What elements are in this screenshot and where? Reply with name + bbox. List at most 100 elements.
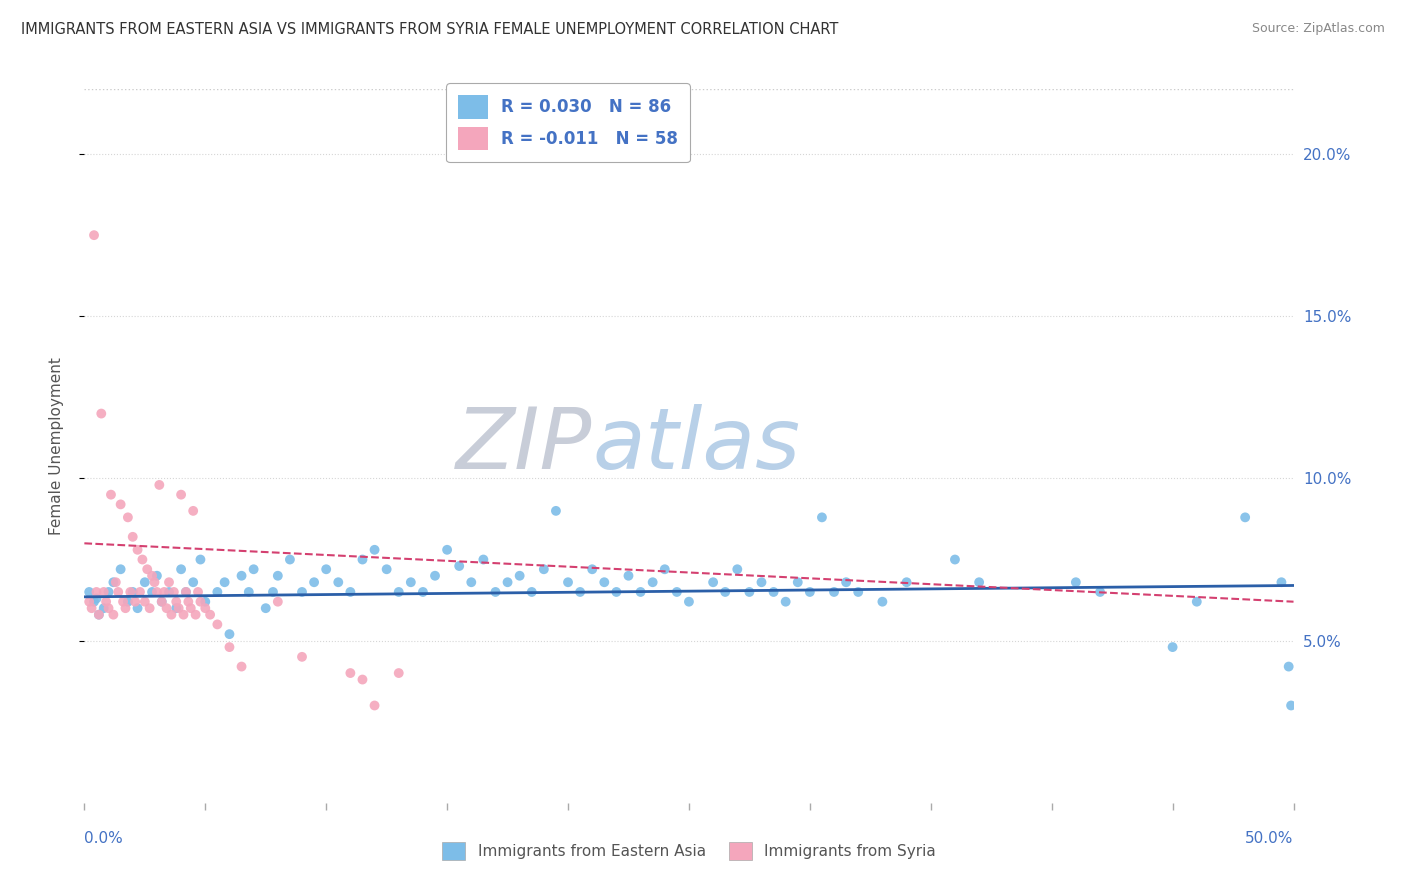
Point	[94, 595, 117, 609]
Point	[198, 607, 221, 622]
Point	[472, 552, 495, 566]
Point	[714, 585, 737, 599]
Point	[181, 575, 204, 590]
Point	[231, 659, 253, 673]
Point	[207, 617, 229, 632]
Point	[177, 595, 200, 609]
Point	[896, 575, 918, 590]
Point	[460, 575, 482, 590]
Point	[103, 575, 125, 590]
Point	[150, 595, 173, 609]
Point	[872, 595, 894, 609]
Point	[155, 601, 177, 615]
Point	[190, 595, 212, 609]
Point	[170, 562, 193, 576]
Point	[352, 552, 374, 566]
Point	[127, 601, 149, 615]
Point	[775, 595, 797, 609]
Point	[835, 575, 858, 590]
Point	[93, 601, 115, 615]
Point	[190, 552, 212, 566]
Point	[184, 607, 207, 622]
Point	[363, 698, 385, 713]
Point	[339, 585, 361, 599]
Point	[1185, 595, 1208, 609]
Point	[187, 585, 209, 599]
Point	[678, 595, 700, 609]
Point	[80, 601, 103, 615]
Point	[167, 601, 190, 615]
Point	[121, 585, 143, 599]
Point	[544, 504, 567, 518]
Point	[388, 666, 411, 681]
Point	[641, 575, 664, 590]
Point	[134, 575, 156, 590]
Point	[143, 575, 166, 590]
Point	[174, 585, 197, 599]
Point	[131, 552, 153, 566]
Point	[129, 585, 152, 599]
Point	[267, 568, 290, 582]
Point	[180, 601, 202, 615]
Point	[110, 562, 132, 576]
Point	[799, 585, 821, 599]
Point	[605, 585, 627, 599]
Point	[77, 585, 100, 599]
Point	[267, 595, 290, 609]
Point	[1278, 659, 1301, 673]
Legend: Immigrants from Eastern Asia, Immigrants from Syria: Immigrants from Eastern Asia, Immigrants…	[436, 836, 942, 866]
Point	[967, 575, 990, 590]
Point	[751, 575, 773, 590]
Point	[496, 575, 519, 590]
Point	[146, 568, 169, 582]
Point	[141, 568, 163, 582]
Point	[943, 552, 966, 566]
Point	[148, 478, 170, 492]
Point	[90, 407, 112, 421]
Point	[436, 542, 458, 557]
Point	[811, 510, 834, 524]
Point	[412, 585, 434, 599]
Point	[136, 562, 159, 576]
Point	[1161, 640, 1184, 654]
Point	[121, 530, 143, 544]
Point	[388, 585, 411, 599]
Point	[138, 601, 160, 615]
Point	[509, 568, 531, 582]
Point	[254, 601, 277, 615]
Point	[170, 488, 193, 502]
Point	[238, 585, 260, 599]
Point	[174, 585, 197, 599]
Text: Source: ZipAtlas.com: Source: ZipAtlas.com	[1251, 22, 1385, 36]
Point	[194, 601, 217, 615]
Point	[617, 568, 640, 582]
Point	[207, 585, 229, 599]
Point	[291, 585, 314, 599]
Text: 50.0%: 50.0%	[1246, 831, 1294, 847]
Point	[738, 585, 761, 599]
Point	[117, 510, 139, 524]
Point	[157, 585, 180, 599]
Point	[786, 575, 808, 590]
Point	[449, 559, 471, 574]
Point	[1234, 510, 1257, 524]
Point	[97, 601, 120, 615]
Point	[315, 562, 337, 576]
Point	[86, 585, 108, 599]
Point	[1270, 575, 1292, 590]
Point	[352, 673, 374, 687]
Point	[302, 575, 325, 590]
Point	[194, 595, 217, 609]
Point	[484, 585, 506, 599]
Point	[1279, 698, 1302, 713]
Point	[328, 575, 350, 590]
Point	[83, 595, 105, 609]
Point	[87, 607, 110, 622]
Point	[100, 488, 122, 502]
Text: atlas: atlas	[592, 404, 800, 488]
Point	[278, 552, 301, 566]
Point	[399, 575, 422, 590]
Point	[702, 575, 724, 590]
Point	[181, 504, 204, 518]
Point	[157, 575, 180, 590]
